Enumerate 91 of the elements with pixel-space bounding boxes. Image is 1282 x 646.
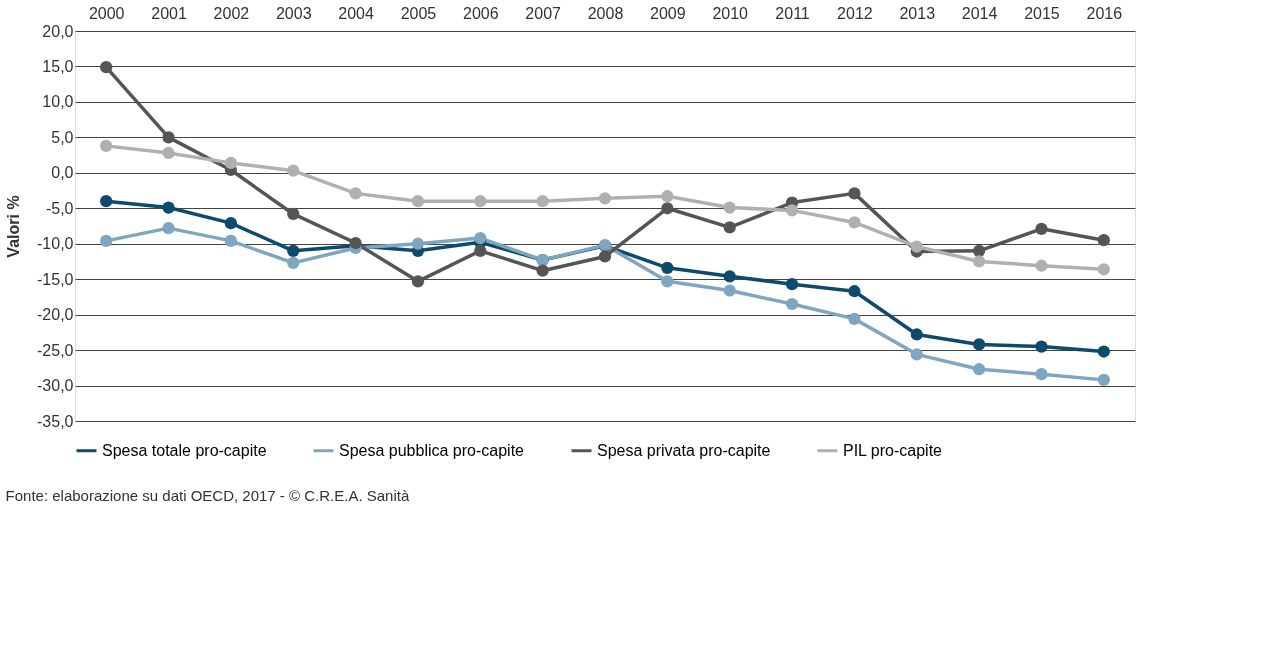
point: [661, 261, 674, 274]
point: [910, 348, 923, 361]
x-tick-label: 2007: [525, 4, 562, 22]
point: [224, 234, 238, 247]
x-tick-label: 2005: [400, 4, 437, 22]
point: [910, 240, 923, 253]
point: [972, 255, 986, 268]
x-tick-label: 2002: [213, 4, 250, 22]
point: [100, 195, 113, 208]
x-tick-label: 2004: [338, 4, 374, 22]
point: [661, 190, 674, 203]
y-tick-label: -30,0: [37, 377, 74, 395]
point: [474, 195, 487, 208]
y-tick-label: -10,0: [37, 235, 74, 253]
x-tick-label: 2011: [775, 4, 810, 22]
point: [349, 187, 362, 200]
point: [972, 338, 986, 351]
point: [848, 187, 861, 200]
point: [162, 131, 175, 144]
x-tick-label: 2012: [837, 4, 873, 22]
point: [723, 284, 736, 297]
point: [848, 312, 861, 325]
point: [723, 221, 736, 234]
y-tick-label: -35,0: [37, 412, 74, 430]
point: [598, 250, 612, 263]
legend-label: Spesa totale pro-capite: [102, 441, 267, 459]
point: [1035, 340, 1048, 353]
x-tick-label: 2006: [463, 4, 499, 22]
point: [474, 244, 487, 257]
point: [785, 204, 799, 217]
point: [723, 201, 736, 214]
point: [661, 275, 674, 288]
point: [411, 275, 425, 288]
x-tick-label: 2010: [712, 4, 749, 22]
point: [1097, 234, 1110, 247]
x-tick-label: 2009: [650, 4, 686, 22]
point: [848, 285, 861, 298]
source-note: Fonte: elaborazione su dati OECD, 2017 - © C.R.E.A. Sanità: [5, 487, 410, 504]
point: [1097, 373, 1110, 386]
point: [100, 61, 113, 74]
point: [287, 207, 300, 221]
x-tick-label: 2008: [587, 4, 624, 22]
x-tick-label: 2015: [1024, 4, 1060, 22]
legend-label: PIL pro-capite: [843, 441, 943, 459]
point: [785, 297, 799, 311]
point: [474, 231, 487, 245]
point: [972, 363, 986, 376]
point: [411, 237, 425, 250]
point: [162, 201, 175, 214]
point: [162, 146, 175, 160]
x-tick-label: 2000: [88, 4, 125, 22]
y-tick-label: 0,0: [51, 164, 74, 182]
point: [100, 139, 113, 152]
x-tick-label: 2016: [1086, 4, 1123, 22]
legend-label: Spesa privata pro-capite: [597, 441, 771, 459]
point: [972, 244, 986, 257]
point: [910, 328, 923, 341]
x-tick-label: 2001: [151, 4, 187, 22]
point: [1035, 222, 1048, 235]
y-tick-label: -15,0: [37, 270, 74, 288]
x-tick-label: 2014: [961, 4, 998, 22]
point: [1035, 259, 1048, 272]
x-tick-label: 2013: [899, 4, 936, 22]
point: [162, 222, 175, 235]
point: [598, 192, 612, 205]
point: [224, 217, 238, 230]
point: [661, 202, 674, 215]
point: [224, 156, 238, 169]
y-tick-label: -20,0: [37, 306, 74, 324]
point: [785, 278, 799, 291]
point: [1035, 368, 1048, 381]
point: [100, 234, 113, 247]
y-tick-label: -25,0: [37, 341, 74, 359]
point: [287, 164, 300, 177]
point: [411, 195, 425, 208]
point: [848, 216, 861, 229]
y-axis-title: Valori %: [5, 195, 23, 258]
x-tick-label: 2003: [275, 4, 312, 22]
y-tick-label: 5,0: [51, 128, 74, 146]
point: [1097, 263, 1110, 276]
y-tick-label: 15,0: [42, 57, 74, 75]
y-tick-label: -5,0: [45, 199, 74, 217]
y-tick-label: 20,0: [42, 22, 74, 40]
point: [287, 256, 300, 269]
y-tick-label: 10,0: [42, 93, 74, 111]
point: [536, 195, 549, 208]
point: [1097, 345, 1110, 358]
legend-label: Spesa pubblica pro-capite: [339, 441, 525, 459]
point: [287, 244, 300, 257]
point: [536, 264, 549, 277]
point: [723, 270, 736, 283]
